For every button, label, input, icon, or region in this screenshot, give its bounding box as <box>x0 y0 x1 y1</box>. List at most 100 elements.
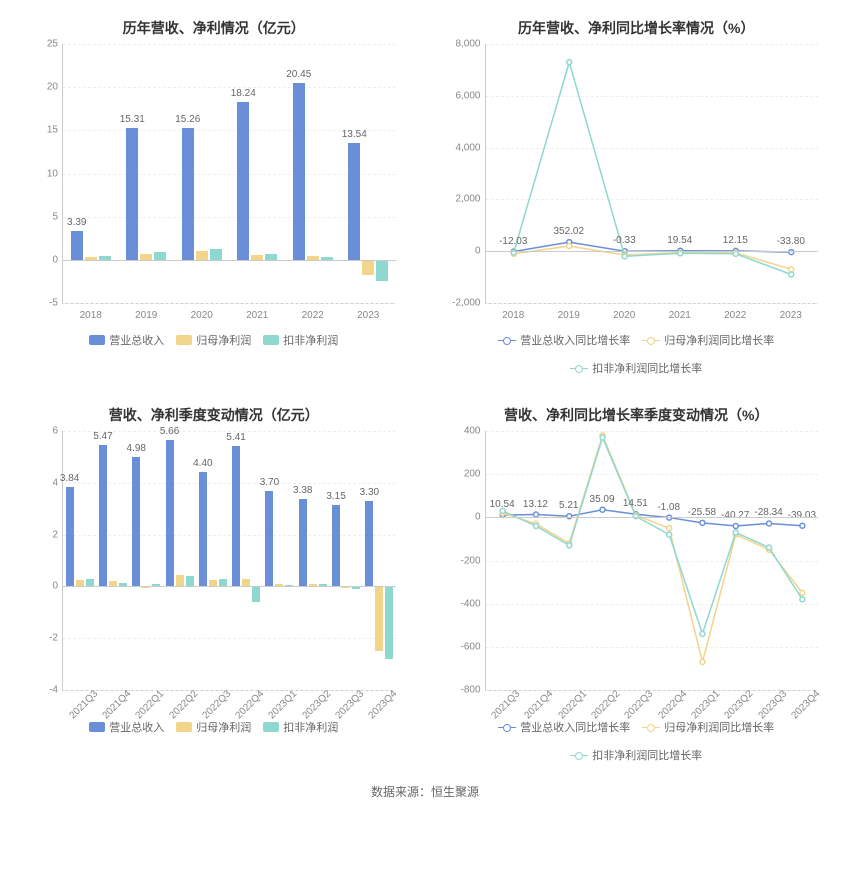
bar-data-label: 18.24 <box>231 88 256 99</box>
x-tick-label: 2023Q4 <box>789 688 822 721</box>
bar-data-label: 13.54 <box>342 129 367 140</box>
line-data-label: 14.51 <box>623 498 648 509</box>
bar-data-label: 3.15 <box>326 491 345 502</box>
y-tick-label: 25 <box>23 39 58 50</box>
y-tick-label: 0 <box>23 581 58 592</box>
legend-item: 归母净利润 <box>176 719 251 735</box>
y-tick-label: -2 <box>23 633 58 644</box>
y-tick-label: 2,000 <box>446 194 481 205</box>
legend-item: 扣非净利润同比增长率 <box>570 360 702 376</box>
legend-label: 扣非净利润同比增长率 <box>592 747 702 763</box>
x-tick-label: 2023Q3 <box>333 688 366 721</box>
legend-swatch <box>263 335 279 345</box>
panel-quarterly-growth: 营收、净利同比增长率季度变动情况（%） -800-600-400-2000200… <box>433 397 841 769</box>
legend-item: 归母净利润同比增长率 <box>642 332 774 348</box>
data-source-footer: 数据来源：恒生聚源 <box>10 783 840 800</box>
bar <box>219 579 227 587</box>
x-tick-label: 2021 <box>246 310 268 321</box>
line-data-label: 35.09 <box>590 494 615 505</box>
panel-quarterly-revenue: 营收、净利季度变动情况（亿元） -4-202462021Q32021Q42022… <box>10 397 418 769</box>
chart2-title: 历年营收、净利同比增长率情况（%） <box>445 18 829 38</box>
legend-item: 扣非净利润 <box>263 332 338 348</box>
legend-swatch <box>570 755 588 756</box>
x-tick-label: 2022Q1 <box>134 688 167 721</box>
bar <box>186 576 194 586</box>
legend-swatch <box>570 368 588 369</box>
y-tick-label: 4,000 <box>446 142 481 153</box>
x-tick-label: 2018 <box>80 310 102 321</box>
legend-swatch <box>89 335 105 345</box>
bar <box>176 575 184 587</box>
bar <box>237 102 249 259</box>
y-tick-label: -800 <box>446 685 481 696</box>
legend-swatch <box>263 722 279 732</box>
x-tick-label: 2021Q4 <box>100 688 133 721</box>
bar-data-label: 5.47 <box>93 431 112 442</box>
bar <box>376 260 388 281</box>
x-tick-label: 2022Q4 <box>234 688 267 721</box>
panel-annual-revenue: 历年营收、净利情况（亿元） -5051015202520182019202020… <box>10 10 418 382</box>
legend-label: 扣非净利润 <box>283 332 338 348</box>
y-tick-label: 0 <box>446 246 481 257</box>
bar <box>182 128 194 260</box>
chart2-legend: 营业总收入同比增长率归母净利润同比增长率扣非净利润同比增长率 <box>445 332 829 376</box>
legend-label: 营业总收入同比增长率 <box>520 719 630 735</box>
x-tick-label: 2019 <box>558 310 580 321</box>
y-tick-label: 6,000 <box>446 90 481 101</box>
line-data-label: 5.21 <box>559 500 578 511</box>
bar-data-label: 3.30 <box>360 487 379 498</box>
y-tick-label: 0 <box>23 254 58 265</box>
bar-data-label: 3.70 <box>260 477 279 488</box>
bar <box>299 499 307 587</box>
x-tick-label: 2023Q3 <box>756 688 789 721</box>
bar-data-label: 20.45 <box>286 69 311 80</box>
line-data-label: 12.15 <box>723 235 748 246</box>
y-tick-label: -400 <box>446 598 481 609</box>
bar <box>210 249 222 259</box>
line-data-label: 352.02 <box>553 226 584 237</box>
bar <box>199 472 207 586</box>
bar <box>196 251 208 260</box>
chart2-plot: -2,00002,0004,0006,0008,0002018201920202… <box>485 44 819 304</box>
y-tick-label: 20 <box>23 82 58 93</box>
panel-annual-growth: 历年营收、净利同比增长率情况（%） -2,00002,0004,0006,000… <box>433 10 841 382</box>
bar <box>86 579 94 587</box>
x-tick-label: 2022Q1 <box>556 688 589 721</box>
line-data-label: 13.12 <box>523 499 548 510</box>
bar <box>375 586 383 651</box>
x-tick-label: 2022 <box>302 310 324 321</box>
line-chart-svg <box>486 431 819 690</box>
legend-swatch <box>642 340 660 341</box>
y-tick-label: 200 <box>446 469 481 480</box>
legend-item: 归母净利润同比增长率 <box>642 719 774 735</box>
y-tick-label: -200 <box>446 555 481 566</box>
chart-grid: 历年营收、净利情况（亿元） -5051015202520182019202020… <box>10 10 840 769</box>
x-tick-label: 2022Q3 <box>200 688 233 721</box>
x-tick-label: 2022Q3 <box>623 688 656 721</box>
bar-data-label: 4.98 <box>127 443 146 454</box>
x-tick-label: 2022Q2 <box>589 688 622 721</box>
line-data-label: -12.03 <box>499 236 527 247</box>
legend-swatch <box>498 340 516 341</box>
x-tick-label: 2022Q4 <box>656 688 689 721</box>
legend-swatch <box>176 335 192 345</box>
legend-label: 归母净利润同比增长率 <box>664 332 774 348</box>
x-tick-label: 2023Q1 <box>689 688 722 721</box>
legend-swatch <box>176 722 192 732</box>
legend-swatch <box>498 727 516 728</box>
line-data-label: -1.08 <box>657 502 680 513</box>
legend-swatch <box>89 722 105 732</box>
chart3-title: 营收、净利季度变动情况（亿元） <box>22 405 406 425</box>
bar <box>132 457 140 586</box>
bar-data-label: 3.38 <box>293 485 312 496</box>
x-tick-label: 2021Q4 <box>523 688 556 721</box>
y-tick-label: -5 <box>23 298 58 309</box>
bar <box>348 143 360 260</box>
bar <box>242 579 250 587</box>
bar <box>154 252 166 260</box>
x-tick-label: 2023 <box>357 310 379 321</box>
line-data-label: -0.33 <box>613 235 636 246</box>
bar <box>265 491 273 587</box>
y-tick-label: 6 <box>23 426 58 437</box>
bar <box>362 260 374 276</box>
